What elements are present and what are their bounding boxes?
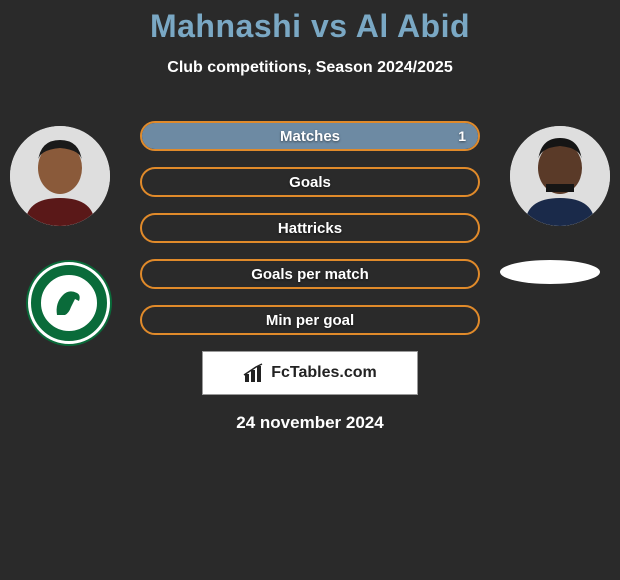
stat-label: Hattricks [278, 220, 342, 237]
page-title: Mahnashi vs Al Abid [0, 8, 620, 45]
bar-chart-icon [243, 362, 265, 384]
stat-bar: Goals per match [140, 259, 480, 289]
ettifaq-inner [46, 280, 92, 326]
horse-icon [49, 283, 89, 323]
player-left-avatar [10, 126, 110, 226]
date-text: 24 november 2024 [0, 413, 620, 433]
player-right-avatar [510, 126, 610, 226]
infographic-container: Mahnashi vs Al Abid Club competitions, S… [0, 0, 620, 433]
stat-bar: Hattricks [140, 213, 480, 243]
brand-text: FcTables.com [271, 364, 377, 382]
club-badge-right [500, 260, 600, 284]
stat-bar: Matches 1 [140, 121, 480, 151]
player-right-icon [510, 126, 610, 226]
stat-label: Min per goal [266, 312, 354, 329]
stat-label: Matches [280, 128, 340, 145]
club-badge-left [26, 260, 112, 346]
player-left-icon [10, 126, 110, 226]
stat-value-right: 1 [458, 128, 466, 144]
stat-bar: Min per goal [140, 305, 480, 335]
stat-label: Goals per match [251, 266, 369, 283]
stats-list: Matches 1 Goals Hattricks Goals per match Min… [140, 121, 480, 335]
stat-bar: Goals [140, 167, 480, 197]
brand-box: FcTables.com [202, 351, 418, 395]
stat-label: Goals [289, 174, 331, 191]
subtitle: Club competitions, Season 2024/2025 [0, 59, 620, 77]
